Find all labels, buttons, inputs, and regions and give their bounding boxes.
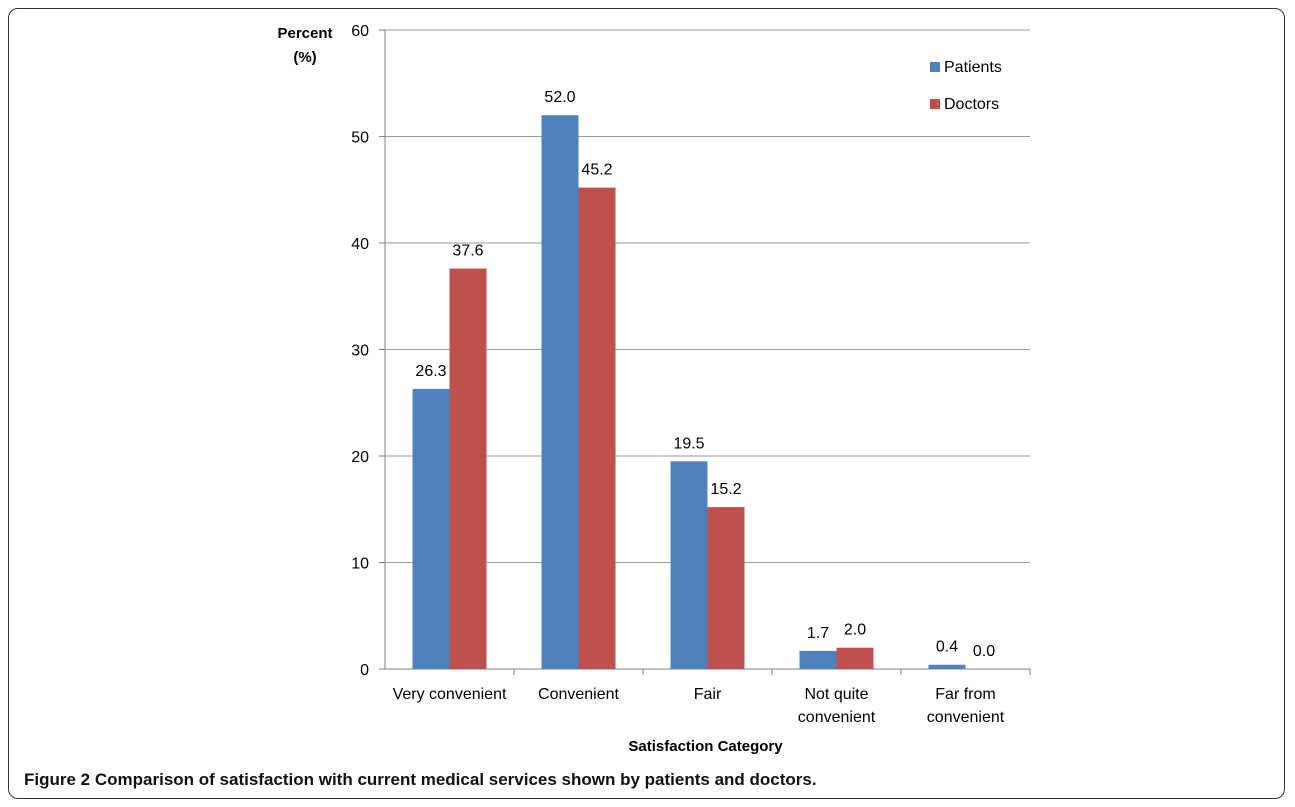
data-label-patients-2: 19.5 [673, 435, 704, 452]
bar-patients-0 [412, 388, 450, 669]
data-label-doctors-4: 0.0 [973, 643, 995, 660]
x-tick-label-2-0: Fair [694, 686, 722, 703]
legend-swatch-patients [930, 62, 940, 72]
caption-label: Figure 2 [24, 770, 91, 789]
x-axis-label: Satisfaction Category [628, 738, 783, 755]
data-label-doctors-3: 2.0 [844, 622, 866, 639]
x-tick-label-0-0: Very convenient [393, 686, 507, 703]
figure-frame [8, 8, 1285, 799]
x-tick-label-3-0: Not quite [804, 686, 868, 703]
y-axis-label-1: (%) [293, 49, 316, 66]
x-tick-label-3-1: convenient [798, 709, 876, 726]
data-label-patients-4: 0.4 [936, 639, 958, 656]
bar-doctors-3 [836, 647, 874, 669]
y-tick-label-60: 60 [351, 23, 369, 40]
y-tick-label-0: 0 [360, 662, 369, 679]
x-tick-label-4-0: Far from [935, 686, 995, 703]
x-tick-label-1-0: Convenient [538, 686, 620, 703]
bar-patients-4 [928, 664, 966, 669]
y-tick-label-40: 40 [351, 236, 369, 253]
caption-text: Comparison of satisfaction with current … [94, 770, 817, 789]
bar-patients-2 [670, 461, 708, 669]
figure-caption: Figure 2 Comparison of satisfaction with… [24, 770, 817, 790]
y-tick-label-50: 50 [351, 130, 369, 147]
bar-doctors-2 [707, 507, 745, 669]
y-tick-label-10: 10 [351, 556, 369, 573]
bar-patients-1 [541, 115, 579, 669]
legend-label-doctors: Doctors [944, 96, 999, 113]
y-axis-label-0: Percent [277, 25, 332, 42]
y-tick-label-20: 20 [351, 449, 369, 466]
x-tick-label-4-1: convenient [927, 709, 1005, 726]
data-label-doctors-2: 15.2 [710, 481, 741, 498]
data-label-doctors-1: 45.2 [581, 162, 612, 179]
data-label-patients-1: 52.0 [544, 89, 575, 106]
legend-label-patients: Patients [944, 59, 1002, 76]
legend-swatch-doctors [930, 99, 940, 109]
data-label-patients-0: 26.3 [415, 363, 446, 380]
bar-doctors-0 [449, 268, 487, 669]
bar-doctors-1 [578, 187, 616, 669]
bar-patients-3 [799, 650, 837, 669]
data-label-doctors-0: 37.6 [452, 243, 483, 260]
data-label-patients-3: 1.7 [807, 625, 829, 642]
y-tick-label-30: 30 [351, 343, 369, 360]
